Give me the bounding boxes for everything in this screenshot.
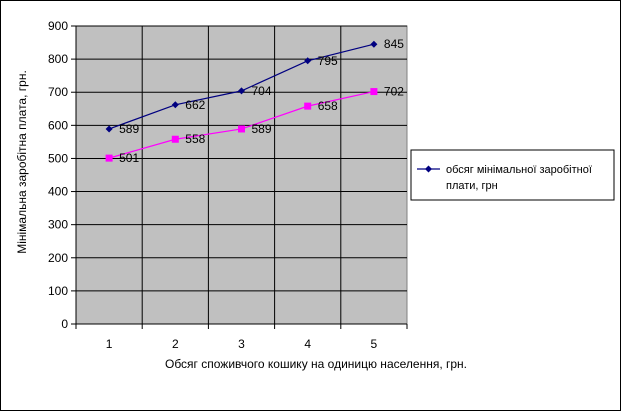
series-layer [105, 40, 378, 162]
y-tick-label: 200 [48, 251, 68, 265]
square-marker [238, 125, 245, 133]
square-marker [171, 135, 179, 143]
x-tick-label: 5 [371, 337, 378, 351]
y-tick-label: 0 [61, 317, 68, 331]
plot-area [75, 25, 408, 325]
y-tick-label: 800 [48, 52, 68, 66]
square-marker [105, 154, 113, 162]
data-label: 704 [252, 84, 272, 98]
y-tick-label: 100 [48, 284, 68, 298]
legend-diamond-marker [425, 165, 432, 173]
data-label: 589 [119, 122, 139, 136]
data-label: 501 [119, 151, 139, 165]
diamond-marker [304, 57, 312, 65]
square-marker [304, 102, 312, 110]
legend-box [410, 149, 615, 201]
diamond-marker [171, 101, 179, 109]
diamond-marker [370, 40, 378, 48]
x-tick-label: 2 [172, 337, 179, 351]
legend-label-line2: плати, грн [446, 180, 498, 192]
x-tick-label: 3 [238, 337, 245, 351]
grid-lines [76, 25, 407, 324]
y-tick-label: 400 [48, 185, 68, 199]
data-label: 795 [318, 54, 338, 68]
data-label: 702 [384, 85, 404, 99]
data-label: 845 [384, 37, 404, 51]
x-tick-label: 1 [106, 337, 113, 351]
x-tick-label: 4 [304, 337, 311, 351]
axes: 0 100 200 300 400 500 600 700 800 900 1 2 3 4 5 [48, 19, 408, 351]
y-tick-label: 500 [48, 151, 68, 165]
legend-label-line1: обсяг мінімальної заробітної [446, 164, 592, 176]
legend: обсяг мінімальної заробітної плати, грн [410, 149, 615, 201]
y-axis-title: Мінімальна заробітна плата, грн. [15, 70, 29, 254]
data-label: 658 [318, 99, 338, 113]
diamond-marker [238, 87, 245, 95]
y-tick-label: 300 [48, 218, 68, 232]
data-label: 662 [185, 98, 205, 112]
y-tick-label: 700 [48, 85, 68, 99]
y-tick-label: 900 [48, 19, 68, 33]
data-label: 589 [252, 122, 272, 136]
square-marker [370, 88, 378, 96]
x-axis-title: Обсяг споживчого кошику на одиницю насел… [165, 357, 467, 371]
diamond-marker [105, 125, 113, 133]
data-labels: 589 662 704 795 845 501 558 589 658 702 [119, 37, 404, 165]
y-tick-label: 600 [48, 118, 68, 132]
data-label: 558 [185, 132, 205, 146]
